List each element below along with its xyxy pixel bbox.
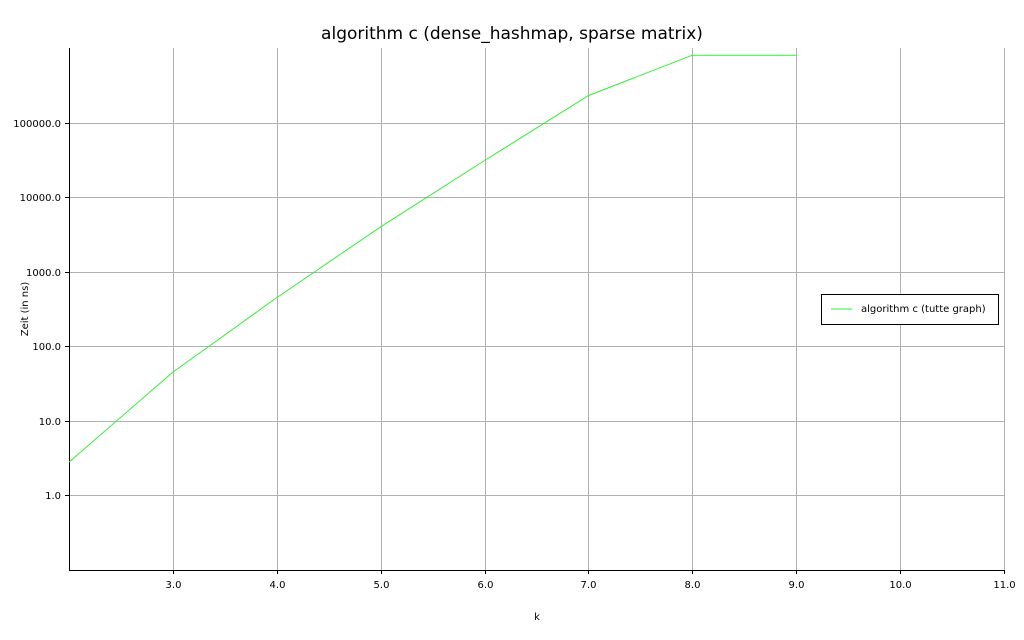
- series-line: [68, 54, 797, 463]
- x-tick-label: 3.0: [166, 580, 182, 591]
- chart-title: algorithm c (dense_hashmap, sparse matri…: [321, 24, 703, 44]
- legend: algorithm c (tutte graph): [821, 294, 999, 325]
- x-tick-label: 10.0: [889, 580, 911, 591]
- grid-layer: [69, 48, 1005, 570]
- y-axis-label: Zeit (in ns): [20, 282, 31, 337]
- y-tick-label: 10.0: [39, 417, 61, 428]
- x-axis-label: k: [534, 612, 540, 623]
- x-tick-label: 11.0: [993, 580, 1015, 591]
- x-tick-label: 7.0: [581, 580, 597, 591]
- x-tick-label: 9.0: [789, 580, 805, 591]
- series-layer: [68, 54, 797, 463]
- x-tick-label: 8.0: [685, 580, 701, 591]
- y-tick-label: 1.0: [45, 491, 61, 502]
- x-tick-label: 6.0: [478, 580, 494, 591]
- x-tick-label: 5.0: [374, 580, 390, 591]
- x-tick-label: 4.0: [270, 580, 286, 591]
- axes-layer: [69, 48, 1004, 571]
- y-tick-label: 100000.0: [13, 119, 61, 130]
- ticks-layer: 3.0 4.0 5.0 6.0 7.0 8.0 9.0 10.0 11.0 1.0 10.0 100.…: [13, 119, 1015, 591]
- y-tick-label: 100.0: [32, 342, 61, 353]
- legend-entry: algorithm c (tutte graph): [861, 304, 986, 315]
- y-tick-label: 10000.0: [20, 193, 61, 204]
- y-tick-label: 1000.0: [26, 268, 61, 279]
